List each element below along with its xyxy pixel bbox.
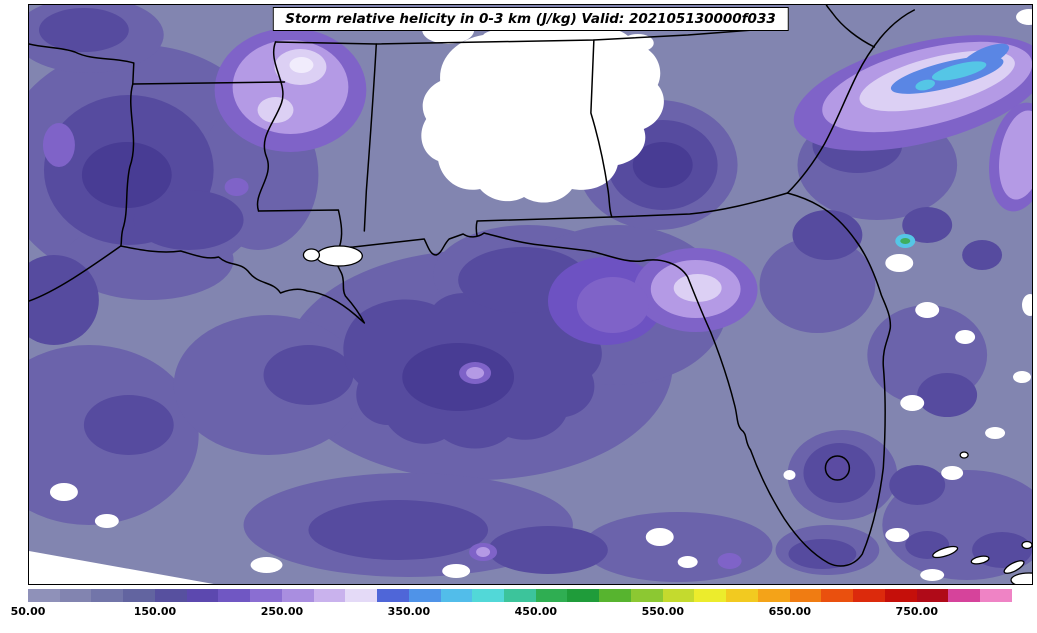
colorbar-tick-label: 550.00	[641, 605, 685, 618]
lake-pontchartrain	[315, 245, 363, 267]
gulf-coastline	[29, 192, 892, 567]
colorbar-tick-labels: 50.00 150.00 250.00 350.00 450.00 550.00 650.0…	[11, 605, 1012, 621]
colorbar-tick-label: 350.00	[387, 605, 431, 618]
texas-arkansas-border	[29, 43, 135, 85]
map-title-text: Storm relative helicity in 0-3 km (J/kg)…	[285, 11, 776, 27]
island	[932, 545, 959, 559]
colorbar-segment	[980, 589, 1012, 602]
lake-okeechobee	[824, 455, 851, 481]
mississippi-river-border	[256, 41, 284, 212]
colorbar-segment	[726, 589, 758, 602]
colorbar	[28, 589, 1012, 602]
colorbar-segment	[472, 589, 505, 602]
map-frame: Storm relative helicity in 0-3 km (J/kg)…	[28, 4, 1033, 585]
colorbar-segment	[250, 589, 282, 602]
colorbar-segment	[313, 589, 346, 602]
colorbar-segment	[853, 589, 885, 602]
lakes-and-islands	[302, 245, 1032, 584]
map-title: Storm relative helicity in 0-3 km (J/kg)…	[272, 7, 789, 31]
colorbar-segment	[59, 589, 92, 602]
colorbar-segment	[186, 589, 219, 602]
colorbar-segment	[91, 589, 124, 602]
colorbar-segment	[218, 589, 251, 602]
louisiana-arkansas-border	[132, 81, 286, 85]
colorbar-segment	[567, 589, 600, 602]
mississippi-alabama-border	[363, 43, 378, 232]
colorbar-segment	[916, 589, 949, 602]
colorbar-segment	[154, 589, 187, 602]
colorbar-segment	[345, 589, 378, 602]
island	[959, 451, 969, 459]
colorbar-tick-label: 250.00	[260, 605, 304, 618]
helicity-field	[29, 5, 1032, 584]
map-svg	[29, 5, 1032, 584]
island	[1021, 540, 1032, 550]
colorbar-tick-label: 150.00	[133, 605, 177, 618]
island	[1003, 560, 1025, 574]
colorbar-segment	[789, 589, 822, 602]
colorbar-segment	[599, 589, 631, 602]
colorbar-tick-label: 450.00	[514, 605, 558, 618]
island	[970, 555, 990, 565]
colorbar-segment	[440, 589, 473, 602]
colorbar-tick-label: 750.00	[895, 605, 938, 618]
colorbar-segment	[630, 589, 663, 602]
state-boundaries	[29, 5, 915, 567]
colorbar-segment	[377, 589, 409, 602]
colorbar-segment	[123, 589, 155, 602]
colorbar-segment	[408, 589, 441, 602]
colorbar-segment	[694, 589, 727, 602]
colorbar-segment	[504, 589, 536, 602]
colorbar-segment	[757, 589, 790, 602]
colorbar-segment	[884, 589, 917, 602]
colorbar-tick-label: 650.00	[768, 605, 812, 618]
colorbar-segment	[28, 589, 60, 602]
louisiana-mississippi-border	[257, 209, 343, 248]
colorbar-segment	[948, 589, 981, 602]
alabama-georgia-border	[590, 39, 613, 218]
island	[1010, 572, 1032, 584]
colorbar-segment	[662, 589, 695, 602]
georgia-southcarolina-border	[825, 5, 876, 48]
colorbar-segment	[281, 589, 314, 602]
georgia-atlantic-coast	[786, 9, 915, 194]
florida-north-border	[475, 192, 789, 237]
texas-louisiana-border	[120, 83, 135, 247]
colorbar-segment	[535, 589, 568, 602]
colorbar-tick-label: 50.00	[10, 605, 46, 618]
lake-maurepas	[302, 248, 321, 262]
colorbar-segment	[821, 589, 854, 602]
